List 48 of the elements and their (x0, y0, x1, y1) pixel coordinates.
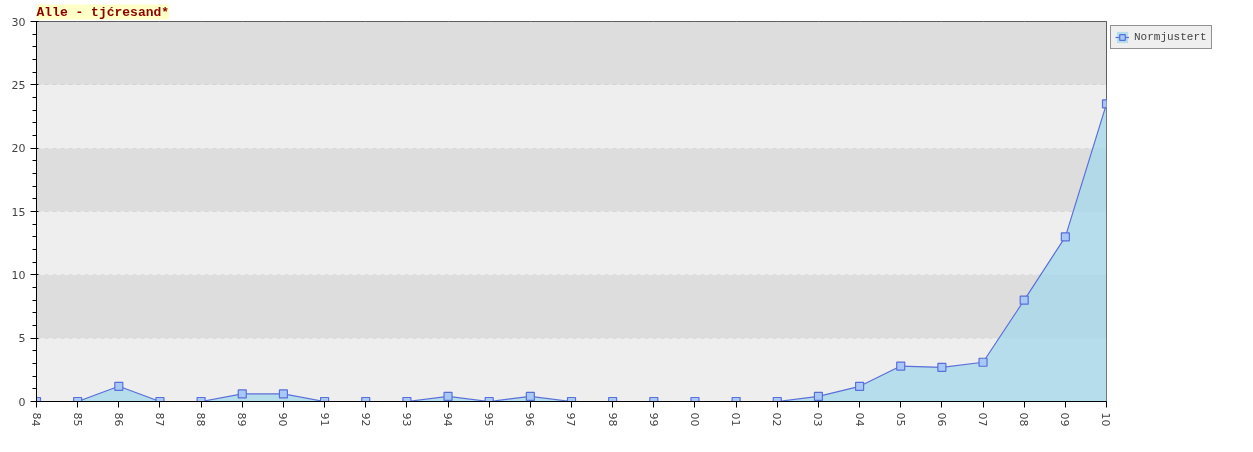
x-tick-label: 96 (523, 412, 537, 427)
y-tick-label: 5 (18, 332, 26, 346)
x-tick-label: 10 (1099, 412, 1113, 427)
x-tick-label: 89 (235, 412, 249, 427)
x-tick-label: 09 (1058, 412, 1072, 427)
x-tick-label: 90 (276, 412, 290, 427)
y-tick-label: 25 (11, 78, 26, 92)
point (237, 389, 247, 399)
x-tick-label: 95 (482, 412, 496, 427)
x-tick-label: 08 (1017, 412, 1031, 427)
x-tick-label: 03 (811, 412, 825, 427)
x-tick-label: 88 (194, 412, 208, 427)
x-tick-label: 07 (976, 412, 990, 427)
point (114, 381, 124, 391)
y-tick-label: 10 (11, 268, 26, 282)
point (978, 357, 988, 367)
x-tick-label: 93 (399, 412, 413, 427)
x-tick-label: 05 (893, 412, 907, 427)
point (1019, 295, 1029, 305)
point (813, 391, 824, 402)
point (278, 389, 289, 399)
point (854, 381, 865, 391)
y-tick-label: 30 (11, 15, 26, 29)
point (525, 391, 535, 402)
x-tick-label: 85 (70, 412, 84, 427)
x-tick-label: 06 (934, 412, 948, 427)
x-tick-label: 01 (729, 412, 743, 427)
chart-title: Alle - tjćresand* (36, 4, 170, 20)
x-tick-label: 84 (29, 412, 43, 427)
y-tick-label: 15 (11, 205, 26, 219)
x-tick-label: 86 (111, 412, 125, 427)
x-tick-label: 91 (317, 412, 331, 427)
point (443, 391, 453, 402)
x-tick-label: 94 (441, 412, 455, 427)
point (896, 361, 906, 371)
x-tick-label: 92 (358, 412, 372, 427)
x-tick-label: 97 (564, 412, 578, 427)
x-tick-label: 02 (770, 412, 784, 427)
x-tick-label: 00 (687, 412, 701, 427)
x-tick-label: 04 (852, 412, 866, 427)
x-tick-label: 99 (646, 412, 660, 427)
x-tick-label: 87 (152, 412, 166, 427)
y-tick-label: 0 (18, 395, 26, 409)
point (937, 362, 947, 372)
y-tick-label: 20 (11, 142, 26, 156)
x-tick-label: 98 (605, 412, 619, 427)
point (1060, 232, 1070, 242)
legend-label: Normjustert (1134, 31, 1207, 43)
